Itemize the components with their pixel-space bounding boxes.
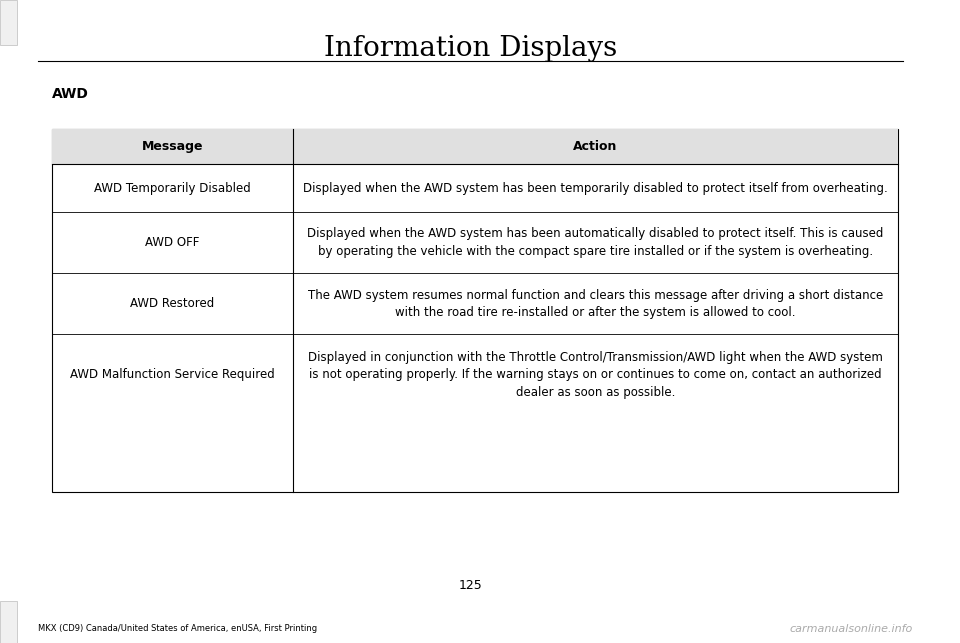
Text: MKX (CD9) Canada/United States of America, enUSA, First Printing: MKX (CD9) Canada/United States of Americ… <box>37 624 317 633</box>
Text: Message: Message <box>141 140 204 153</box>
Bar <box>0 0 17 45</box>
Text: AWD Malfunction Service Required: AWD Malfunction Service Required <box>70 368 275 381</box>
Bar <box>52 129 899 164</box>
Text: Information Displays: Information Displays <box>324 35 617 62</box>
Text: AWD OFF: AWD OFF <box>145 236 200 249</box>
Text: 125: 125 <box>458 579 482 592</box>
Text: The AWD system resumes normal function and clears this message after driving a s: The AWD system resumes normal function a… <box>308 289 883 319</box>
Text: AWD: AWD <box>52 87 88 101</box>
Text: AWD Temporarily Disabled: AWD Temporarily Disabled <box>94 181 251 195</box>
Text: Displayed when the AWD system has been temporarily disabled to protect itself fr: Displayed when the AWD system has been t… <box>303 181 888 195</box>
Text: Displayed in conjunction with the Throttle Control/Transmission/AWD light when t: Displayed in conjunction with the Thrott… <box>308 350 883 399</box>
Text: carmanualsonline.info: carmanualsonline.info <box>789 624 912 634</box>
Bar <box>0 601 17 643</box>
Text: AWD Restored: AWD Restored <box>131 297 214 311</box>
Text: Displayed when the AWD system has been automatically disabled to protect itself.: Displayed when the AWD system has been a… <box>307 228 884 258</box>
Text: Action: Action <box>573 140 617 153</box>
Bar <box>52 129 899 492</box>
